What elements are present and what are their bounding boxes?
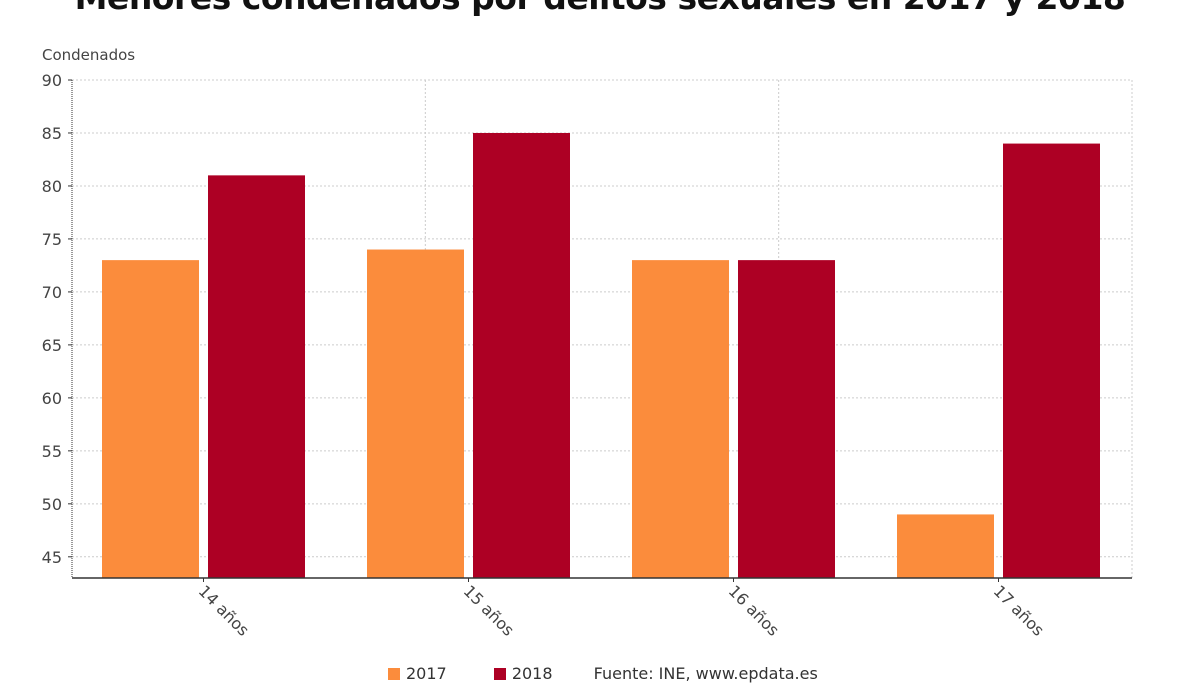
y-tick-label: 80 (42, 177, 62, 196)
legend-swatch-2018 (493, 667, 506, 680)
y-tick-label: 85 (42, 124, 62, 143)
x-tick-label: 17 años (990, 581, 1048, 639)
legend-label-2018: 2018 (511, 664, 553, 683)
x-tick-label: 15 años (460, 581, 518, 639)
legend: 2017 2018 Fuente: INE, www.epdata.es (388, 663, 818, 683)
x-tick-label: 16 años (725, 581, 783, 639)
y-tick-label: 75 (42, 230, 62, 249)
legend-swatch-2017 (388, 667, 400, 680)
y-tick-label: 60 (42, 389, 62, 408)
bar-2017-0 (102, 260, 199, 578)
y-tick-label: 50 (42, 495, 62, 514)
bar-2018-3 (1003, 143, 1100, 578)
bar-2018-2 (738, 260, 835, 578)
chart-title: Menores condenados por delitos sexuales … (0, 0, 1200, 17)
y-tick-label: 45 (42, 548, 62, 567)
y-tick-label: 55 (42, 442, 62, 461)
source-note: Fuente: INE, www.epdata.es (593, 664, 818, 683)
legend-label-2017: 2017 (406, 664, 447, 683)
y-tick-label: 65 (42, 336, 62, 355)
y-tick-label: 70 (42, 283, 62, 302)
x-tick-label: 14 años (195, 581, 253, 639)
y-axis-label: Condenados (42, 46, 136, 64)
bar-2018-0 (208, 175, 305, 579)
bar-2017-1 (367, 249, 464, 578)
bar-2017-2 (632, 260, 729, 578)
bar-2018-1 (473, 132, 570, 578)
y-tick-label: 90 (42, 71, 62, 90)
bar-2017-3 (897, 514, 994, 578)
